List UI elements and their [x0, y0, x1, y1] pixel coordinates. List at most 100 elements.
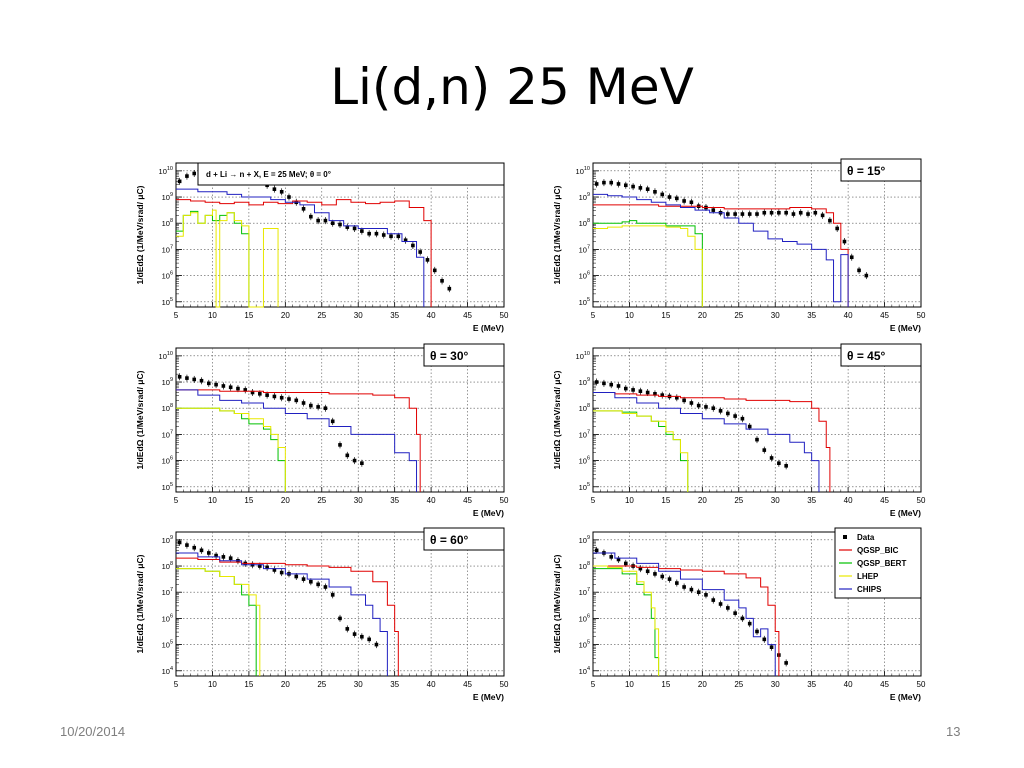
data-point [272, 568, 277, 572]
y-tick-label: 106 [162, 613, 173, 623]
data-point [265, 393, 269, 397]
data-point [258, 564, 262, 568]
data-point [747, 212, 752, 216]
data-point [272, 187, 277, 191]
y-tick-label: 1010 [159, 166, 173, 176]
data-point [682, 398, 686, 403]
data-point [330, 419, 335, 424]
data-point [425, 258, 430, 262]
data-point [682, 585, 686, 589]
data-point [624, 183, 628, 188]
x-axis-label: E (MeV) [890, 323, 921, 333]
x-tick-label: 20 [698, 311, 707, 320]
data-point [733, 611, 737, 615]
data-point [360, 461, 364, 465]
data-point [624, 561, 628, 566]
data-point [279, 395, 284, 400]
x-tick-label: 20 [281, 680, 290, 689]
data-point [214, 553, 218, 558]
x-tick-label: 20 [698, 496, 707, 505]
slide-number: 13 [946, 724, 961, 739]
x-axis-label: E (MeV) [890, 692, 921, 702]
data-point [338, 616, 342, 621]
y-tick-label: 107 [162, 244, 173, 254]
x-tick-label: 25 [317, 311, 326, 320]
data-point [638, 389, 643, 393]
data-point [726, 212, 730, 216]
series-line-lhep [593, 410, 689, 492]
data-point [631, 388, 635, 392]
data-point [309, 579, 313, 584]
data-point [199, 378, 204, 383]
title-box [423, 343, 505, 367]
y-tick-label: 109 [579, 377, 590, 387]
data-point [177, 540, 182, 545]
data-point [374, 642, 379, 647]
spectrum-chart-15deg: 5 10 15 20 25 30 35 40 45 50 105 106 107 108 109 1010 E … [552, 158, 926, 333]
data-point [185, 174, 189, 178]
data-point [653, 190, 657, 194]
data-point [301, 207, 306, 211]
data-point [645, 390, 650, 395]
x-tick-label: 15 [244, 311, 253, 320]
y-axis-label: 1/dEdΩ (1/MeV/srad/ μC) [552, 554, 562, 653]
y-tick-label: 104 [579, 666, 590, 676]
x-tick-label: 25 [734, 496, 743, 505]
slide-title: Li(d,n) 25 MeV [330, 58, 694, 116]
x-tick-label: 50 [500, 496, 509, 505]
data-point [432, 268, 437, 273]
data-point [762, 637, 767, 642]
data-point [624, 386, 628, 391]
data-point [367, 231, 371, 236]
x-tick-label: 15 [244, 496, 253, 505]
data-point [769, 645, 774, 649]
plot-frame [592, 347, 922, 493]
x-tick-label: 5 [174, 680, 179, 689]
data-point [185, 543, 189, 547]
data-point [192, 377, 197, 382]
data-point [791, 212, 796, 216]
title-box [840, 343, 922, 367]
series-line-lhep [593, 565, 660, 676]
x-tick-label: 10 [208, 496, 217, 505]
data-point [616, 557, 621, 562]
x-tick-label: 40 [844, 311, 853, 320]
y-tick-label: 107 [162, 429, 173, 439]
data-point [798, 210, 803, 215]
x-tick-label: 20 [698, 680, 707, 689]
chart-title: θ = 30° [430, 349, 469, 363]
data-point [301, 401, 306, 405]
y-tick-label: 109 [579, 535, 590, 545]
y-tick-label: 108 [579, 561, 590, 571]
y-tick-label: 108 [579, 218, 590, 228]
data-point [594, 380, 599, 384]
x-axis-label: E (MeV) [473, 692, 504, 702]
data-point [704, 405, 708, 409]
data-point [726, 606, 730, 610]
data-point [352, 632, 357, 636]
data-point [330, 593, 335, 597]
data-point [185, 376, 189, 380]
data-point [689, 200, 694, 205]
data-point [820, 213, 825, 218]
chart-title: θ = 15° [847, 164, 886, 178]
data-point [602, 381, 606, 386]
series-line-chips [176, 389, 418, 492]
data-point [287, 397, 291, 401]
y-tick-label: 107 [579, 429, 590, 439]
data-point [338, 443, 342, 447]
x-axis-label: E (MeV) [473, 508, 504, 518]
data-point [755, 437, 759, 442]
data-point [177, 375, 182, 379]
x-tick-label: 45 [463, 311, 472, 320]
x-tick-label: 10 [625, 680, 634, 689]
x-tick-label: 45 [880, 680, 889, 689]
data-point [667, 577, 672, 581]
data-point [258, 392, 262, 396]
series-line-qgsp_bic [593, 392, 831, 492]
x-tick-label: 45 [463, 680, 472, 689]
series-line-chips [593, 193, 849, 307]
x-tick-label: 30 [354, 496, 363, 505]
x-tick-label: 15 [661, 680, 670, 689]
x-tick-label: 5 [591, 496, 596, 505]
